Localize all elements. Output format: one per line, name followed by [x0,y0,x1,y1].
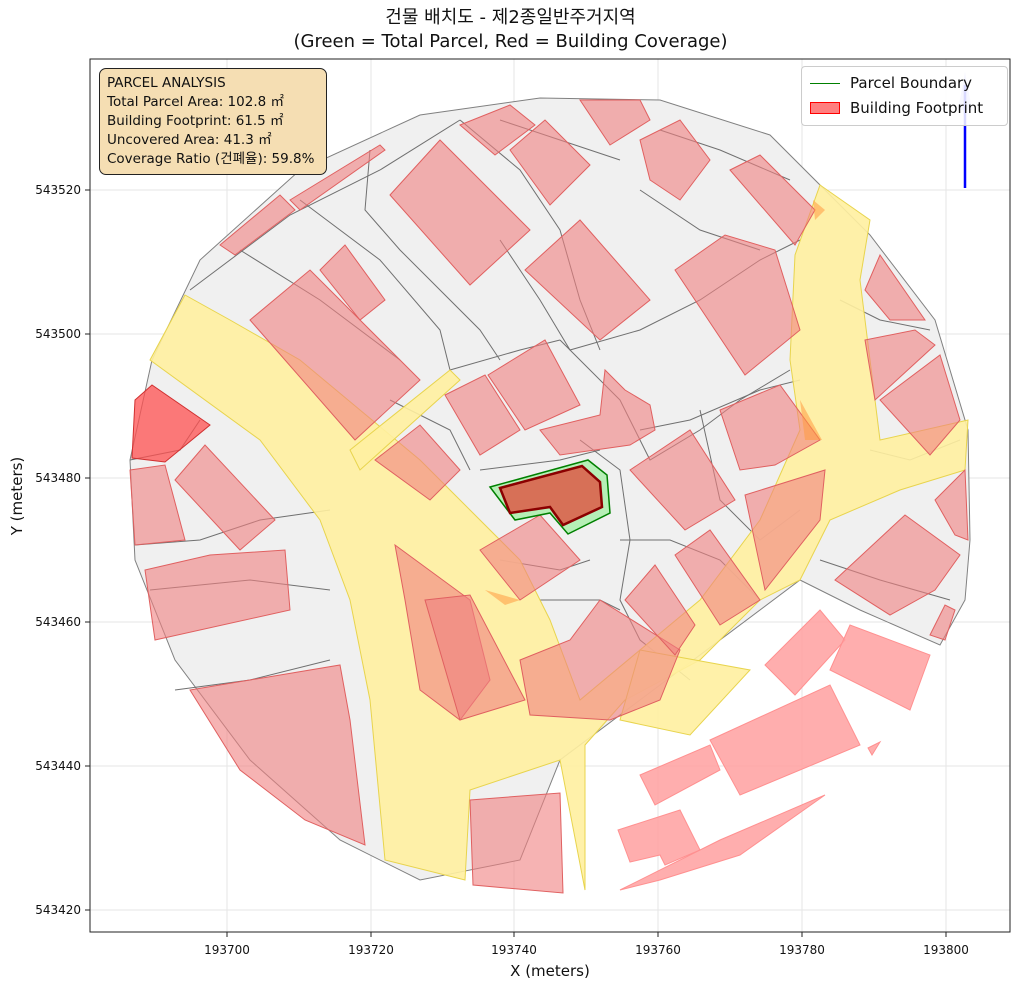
y-tick-label: 543480 [35,471,81,485]
building [189,664,366,846]
building [519,599,681,721]
x-tick-label: 193780 [779,943,825,957]
parcel-analysis-box: PARCEL ANALYSIS Total Parcel Area: 102.8… [99,68,327,175]
highlight-building [131,384,211,463]
building [744,469,826,592]
building [509,119,591,206]
target-building [498,464,604,527]
info-total-area: Total Parcel Area: 102.8 ㎡ [107,94,284,110]
y-tick-label: 543460 [35,615,81,629]
building [459,104,536,156]
info-heading: PARCEL ANALYSIS [107,75,226,91]
building [619,794,826,891]
y-tick-label: 543520 [35,183,81,197]
x-tick-label: 193700 [204,943,250,957]
building [879,354,961,456]
legend-line-swatch [810,82,840,84]
building [444,374,521,456]
title-line-1: 건물 배치도 - 제2종일반주거지역 [385,7,636,28]
building [719,384,821,471]
building [639,119,711,201]
building [424,594,526,721]
x-tick-label: 193800 [923,943,969,957]
building [319,244,386,321]
building [834,514,961,616]
y-ticks [85,189,90,911]
building [864,253,926,321]
y-tick-label: 543440 [35,759,81,773]
x-tick-labels: 193700 193720 193740 193760 193780 19380… [204,943,969,957]
outer-buildings [617,609,931,891]
building [487,339,581,431]
x-tick-label: 193740 [491,943,537,957]
building [479,514,581,601]
building [929,604,956,641]
building [934,468,969,541]
y-tick-label: 543500 [35,327,81,341]
x-ticks [226,932,947,937]
building [389,139,531,286]
building [129,464,186,546]
building [674,234,801,376]
building [539,368,656,456]
y-tick-label: 543420 [35,903,81,917]
x-axis-label: X (meters) [510,962,590,980]
building [219,194,296,256]
building [524,219,651,341]
building [829,624,931,711]
building [864,329,936,401]
info-coverage: Coverage Ratio (건폐율): 59.8% [107,151,315,167]
buildings [129,99,969,894]
building [249,269,421,441]
legend-label: Building Footprint [850,99,984,117]
x-tick-label: 193720 [348,943,394,957]
title-line-2: (Green = Total Parcel, Red = Building Co… [293,31,728,52]
building [617,809,701,866]
building [867,740,882,756]
building [629,429,736,531]
building [674,529,761,626]
building [174,444,276,551]
building [764,609,846,696]
y-axis-label: Y (meters) [8,457,26,537]
legend: Parcel Boundary Building Footprint [801,66,1008,126]
building [374,424,461,501]
building [639,744,721,806]
building [579,99,651,146]
info-footprint: Building Footprint: 61.5 ㎡ [107,113,284,129]
building [144,549,291,641]
y-tick-labels: 543420 543440 543460 543480 543500 54352… [35,183,81,917]
legend-label: Parcel Boundary [850,74,973,92]
legend-item-building: Building Footprint [810,98,983,118]
chart-title: 건물 배치도 - 제2종일반주거지역 (Green = Total Parcel… [0,6,1021,54]
axes-frame [89,58,1011,933]
building [289,144,386,211]
building [709,684,861,796]
legend-patch-swatch [810,102,840,114]
legend-item-parcel: Parcel Boundary [810,73,972,93]
overlap-areas [485,200,825,605]
building [469,792,564,894]
building [624,564,696,656]
info-uncovered: Uncovered Area: 41.3 ㎡ [107,132,272,148]
x-tick-label: 193760 [635,943,681,957]
